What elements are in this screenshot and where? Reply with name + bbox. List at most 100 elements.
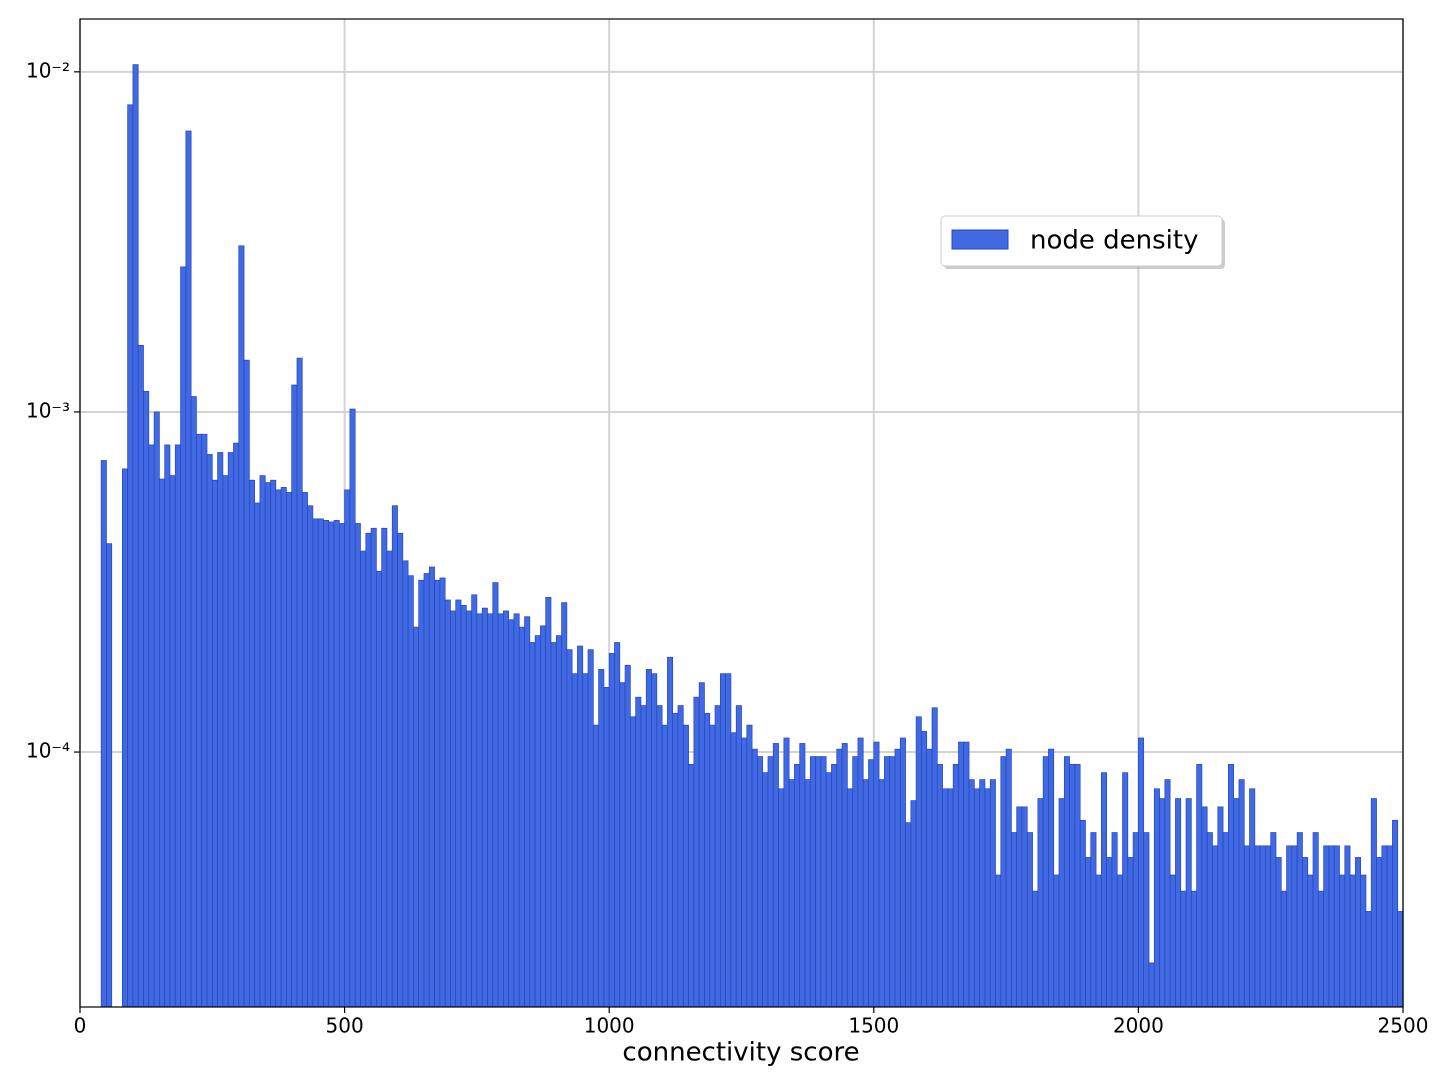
bar xyxy=(1011,832,1018,1008)
bar xyxy=(1032,890,1039,1008)
bar xyxy=(799,743,806,1008)
bar xyxy=(958,741,965,1008)
bar xyxy=(1280,890,1287,1008)
bar xyxy=(1201,806,1208,1008)
bar xyxy=(794,764,801,1008)
bar xyxy=(550,642,557,1008)
bar xyxy=(915,716,922,1008)
bar xyxy=(804,779,811,1008)
bar xyxy=(428,566,435,1008)
bar xyxy=(201,433,208,1008)
bar xyxy=(1185,798,1192,1008)
bar xyxy=(630,716,637,1008)
bar xyxy=(407,575,414,1008)
bar xyxy=(1360,874,1367,1008)
legend-swatch xyxy=(951,229,1009,250)
bar xyxy=(190,396,197,1008)
bar xyxy=(1153,788,1160,1008)
bar xyxy=(1302,857,1309,1008)
bar xyxy=(772,743,779,1008)
bar xyxy=(185,130,192,1008)
bar xyxy=(651,673,658,1008)
bar xyxy=(1265,845,1272,1008)
bar xyxy=(143,390,150,1008)
bar xyxy=(534,635,541,1008)
bar xyxy=(788,779,795,1008)
bar xyxy=(487,613,494,1008)
bar xyxy=(555,635,562,1008)
bar xyxy=(1143,832,1150,1008)
bar xyxy=(180,266,187,1008)
x-tick-label: 2500 xyxy=(1378,1014,1429,1038)
bar xyxy=(1317,890,1324,1008)
bar xyxy=(1079,819,1086,1008)
bar xyxy=(973,788,980,1008)
bar xyxy=(275,489,282,1008)
bar xyxy=(693,696,700,1008)
bar xyxy=(545,597,552,1008)
bar xyxy=(1016,806,1023,1008)
bar xyxy=(635,696,642,1008)
bar xyxy=(286,492,293,1008)
bar xyxy=(1307,874,1314,1008)
bar xyxy=(518,626,525,1008)
bar xyxy=(248,479,255,1008)
bar xyxy=(868,759,875,1008)
bar xyxy=(667,656,674,1008)
bar xyxy=(397,532,404,1008)
bar xyxy=(1132,832,1139,1008)
bar xyxy=(1021,806,1028,1008)
bar xyxy=(349,408,356,1008)
bar xyxy=(1381,845,1388,1008)
bar xyxy=(1058,798,1065,1008)
bar xyxy=(614,642,621,1008)
bar xyxy=(709,724,716,1008)
bar xyxy=(698,682,705,1008)
bar xyxy=(1048,748,1055,1008)
bar xyxy=(836,748,843,1008)
bar xyxy=(936,764,943,1008)
bar xyxy=(910,800,917,1008)
bar xyxy=(259,475,266,1008)
bar xyxy=(942,788,949,1008)
bar xyxy=(444,599,451,1008)
bar xyxy=(889,756,896,1008)
bar xyxy=(1148,962,1155,1008)
bar xyxy=(174,444,181,1008)
bar xyxy=(1386,845,1393,1008)
bar xyxy=(1063,756,1070,1008)
bar xyxy=(1164,779,1171,1008)
bar xyxy=(1042,756,1049,1008)
bar xyxy=(211,479,218,1008)
bar xyxy=(1344,845,1351,1008)
bar xyxy=(873,741,880,1008)
bar xyxy=(926,748,933,1008)
bar xyxy=(783,737,790,1008)
bar xyxy=(476,613,483,1008)
bar xyxy=(159,478,166,1008)
bar xyxy=(1217,806,1224,1008)
bar xyxy=(561,602,568,1008)
bar xyxy=(312,518,319,1008)
bar xyxy=(455,599,462,1008)
bar xyxy=(1397,911,1404,1008)
bar xyxy=(386,550,393,1008)
bar xyxy=(418,579,425,1008)
bar xyxy=(947,788,954,1008)
bar xyxy=(434,579,441,1008)
bar xyxy=(746,724,753,1008)
bar xyxy=(661,724,668,1008)
bar xyxy=(1339,874,1346,1008)
bar xyxy=(270,479,277,1008)
bar xyxy=(963,741,970,1008)
bar xyxy=(1212,845,1219,1008)
bar xyxy=(603,686,610,1008)
bar xyxy=(497,613,504,1008)
plot-frame xyxy=(79,18,1404,1008)
bar xyxy=(1233,798,1240,1008)
bar xyxy=(767,756,774,1008)
bar xyxy=(450,610,457,1008)
bar xyxy=(423,573,430,1008)
bar xyxy=(1159,798,1166,1008)
